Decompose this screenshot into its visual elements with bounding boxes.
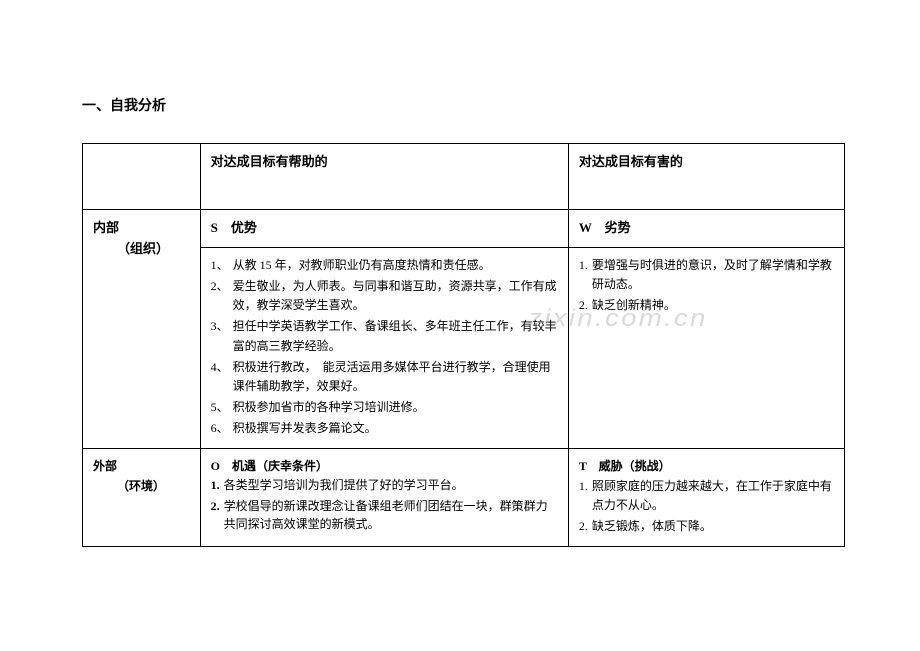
threats-header: T 威胁（挑战） xyxy=(579,457,834,476)
internal-label: 内部 （组织） xyxy=(83,210,201,449)
item-text: 要增强与时俱进的意识，及时了解学情和学教研动态。 xyxy=(592,256,834,294)
item-text: 积极撰写并发表多篇论文。 xyxy=(233,419,558,438)
item-text: 缺乏锻炼，体质下降。 xyxy=(592,517,834,536)
list-item: 1. 各类型学习培训为我们提供了好的学习平台。 xyxy=(211,476,558,495)
header-harmful: 对达成目标有害的 xyxy=(568,144,844,210)
list-item: 4、 积极进行教改， 能灵活运用多媒体平台进行教学，合理使用课件辅助教学，效果好… xyxy=(211,358,558,396)
item-num: 2. xyxy=(211,497,220,534)
external-label: 外部 （环境） xyxy=(83,449,201,547)
item-num: 6、 xyxy=(211,419,229,438)
item-num: 1. xyxy=(211,476,220,495)
item-num: 1. xyxy=(579,477,588,515)
list-item: 1. 要增强与时俱进的意识，及时了解学情和学教研动态。 xyxy=(579,256,834,294)
item-text: 缺乏创新精神。 xyxy=(592,296,834,315)
item-num: 2. xyxy=(579,517,588,536)
weaknesses-label: W 劣势 xyxy=(568,210,844,248)
item-text: 各类型学习培训为我们提供了好的学习平台。 xyxy=(224,476,558,495)
external-text: 外部 xyxy=(93,457,190,476)
list-item: 1. 照顾家庭的压力越来越大，在工作于家庭中有点力不从心。 xyxy=(579,477,834,515)
external-row: 外部 （环境） O 机遇（庆幸条件） 1. 各类型学习培训为我们提供了好的学习平… xyxy=(83,449,845,547)
internal-text: 内部 xyxy=(93,218,190,239)
item-text: 担任中学英语教学工作、备课组长、多年班主任工作，有较丰富的高三教学经验。 xyxy=(233,317,558,355)
list-item: 3、 担任中学英语教学工作、备课组长、多年班主任工作，有较丰富的高三教学经验。 xyxy=(211,317,558,355)
item-num: 4、 xyxy=(211,358,229,396)
item-text: 积极参加省市的各种学习培训进修。 xyxy=(233,398,558,417)
item-text: 从教 15 年，对教师职业仍有高度热情和责任感。 xyxy=(233,256,558,275)
item-text: 积极进行教改， 能灵活运用多媒体平台进行教学，合理使用课件辅助教学，效果好。 xyxy=(233,358,558,396)
weaknesses-content: 1. 要增强与时俱进的意识，及时了解学情和学教研动态。 2. 缺乏创新精神。 xyxy=(568,247,844,449)
table-header-row: 对达成目标有帮助的 对达成目标有害的 xyxy=(83,144,845,210)
list-item: 2、 爱生敬业，为人师表。与同事和谐互助，资源共享，工作有成效，教学深受学生喜欢… xyxy=(211,277,558,315)
internal-sub: （组织） xyxy=(93,239,190,260)
opportunities-header: O 机遇（庆幸条件） xyxy=(211,457,558,476)
item-num: 5、 xyxy=(211,398,229,417)
list-item: 2. 缺乏锻炼，体质下降。 xyxy=(579,517,834,536)
item-text: 学校倡导的新课改理念让备课组老师们团结在一块，群策群力共同探讨高效课堂的新模式。 xyxy=(224,497,558,534)
item-num: 2、 xyxy=(211,277,229,315)
list-item: 1、 从教 15 年，对教师职业仍有高度热情和责任感。 xyxy=(211,256,558,275)
list-item: 5、 积极参加省市的各种学习培训进修。 xyxy=(211,398,558,417)
list-item: 2. 缺乏创新精神。 xyxy=(579,296,834,315)
item-text: 照顾家庭的压力越来越大，在工作于家庭中有点力不从心。 xyxy=(592,477,834,515)
list-item: 2. 学校倡导的新课改理念让备课组老师们团结在一块，群策群力共同探讨高效课堂的新… xyxy=(211,497,558,534)
item-num: 1. xyxy=(579,256,588,294)
item-text: 爱生敬业，为人师表。与同事和谐互助，资源共享，工作有成效，教学深受学生喜欢。 xyxy=(233,277,558,315)
strengths-content: 1、 从教 15 年，对教师职业仍有高度热情和责任感。 2、 爱生敬业，为人师表… xyxy=(200,247,568,449)
item-num: 1、 xyxy=(211,256,229,275)
swot-table: 对达成目标有帮助的 对达成目标有害的 内部 （组织） S 优势 W 劣势 1、 … xyxy=(82,143,845,547)
opportunities-content: O 机遇（庆幸条件） 1. 各类型学习培训为我们提供了好的学习平台。 2. 学校… xyxy=(200,449,568,547)
header-helpful: 对达成目标有帮助的 xyxy=(200,144,568,210)
list-item: 6、 积极撰写并发表多篇论文。 xyxy=(211,419,558,438)
external-sub: （环境） xyxy=(93,477,190,496)
header-empty xyxy=(83,144,201,210)
internal-label-row: 内部 （组织） S 优势 W 劣势 xyxy=(83,210,845,248)
strengths-label: S 优势 xyxy=(200,210,568,248)
section-title: 一、自我分析 xyxy=(82,95,845,115)
item-num: 3、 xyxy=(211,317,229,355)
threats-content: T 威胁（挑战） 1. 照顾家庭的压力越来越大，在工作于家庭中有点力不从心。 2… xyxy=(568,449,844,547)
item-num: 2. xyxy=(579,296,588,315)
